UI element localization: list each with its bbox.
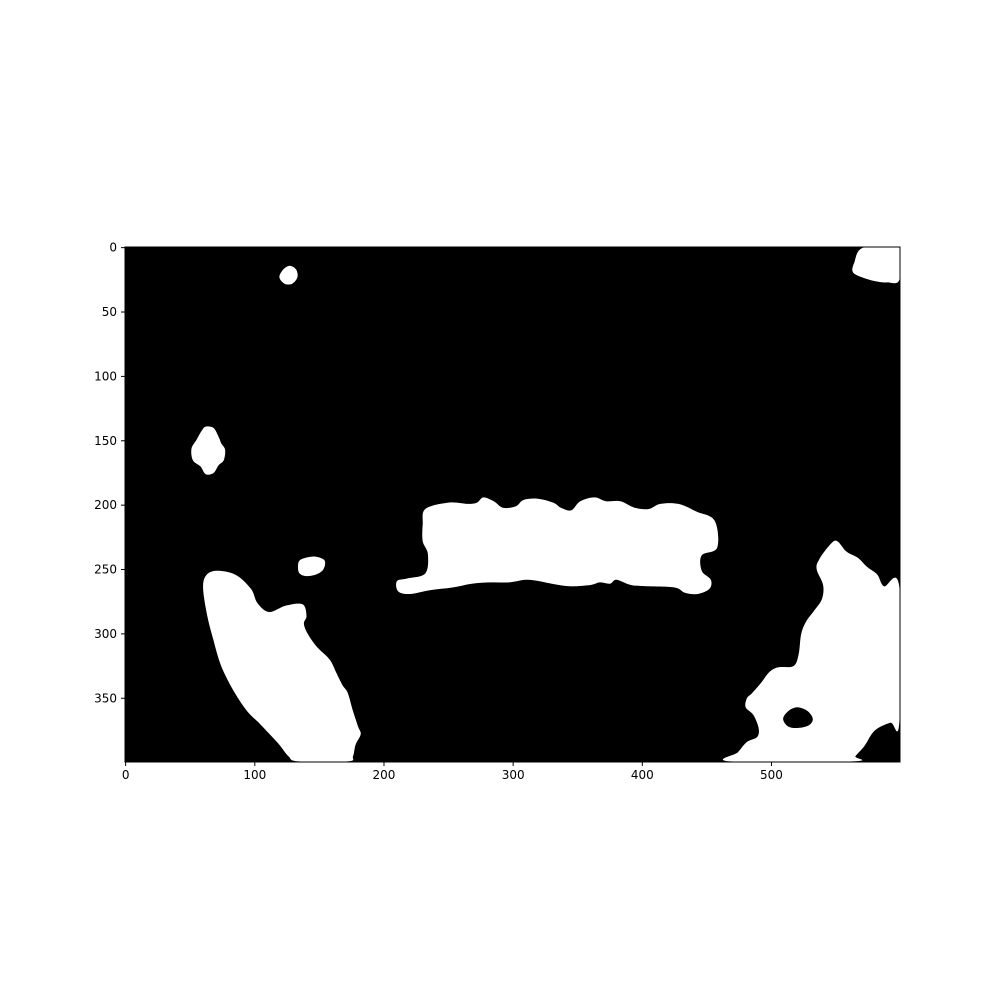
x-tick-label: 500: [760, 768, 783, 782]
x-tick-label: 400: [631, 768, 654, 782]
mask-region-bottom-right-blob: [722, 540, 900, 762]
x-tick-label: 100: [243, 768, 266, 782]
y-tick-label: 200: [94, 498, 117, 512]
mask-region-bottom-left-diagonal-blob: [203, 570, 361, 762]
x-tick-label: 0: [122, 768, 130, 782]
y-tick-label: 350: [94, 691, 117, 705]
mask-region-hole-in-bottom-right-blob: [783, 707, 813, 728]
mask-region-left-blob: [191, 426, 226, 475]
mask-region-top-right-corner-blob: [852, 247, 900, 284]
y-tick-label: 150: [94, 434, 117, 448]
mask-regions: [191, 247, 900, 762]
y-tick-label: 50: [102, 305, 117, 319]
plot-area: [124, 246, 901, 763]
y-tick-label: 0: [109, 241, 117, 255]
y-axis: 0 50 100 150 200 250 300 350: [94, 241, 125, 705]
x-tick-label: 200: [373, 768, 396, 782]
x-axis: 0 100 200 300 400 500: [122, 762, 783, 782]
mask-region-small-blob-middle: [297, 556, 326, 577]
mask-region-small-blob-top: [279, 265, 298, 285]
mask-region-central-band: [396, 497, 719, 595]
y-tick-label: 300: [94, 627, 117, 641]
y-tick-label: 100: [94, 369, 117, 383]
x-tick-label: 300: [502, 768, 525, 782]
axes-frame: [124, 246, 901, 763]
y-tick-label: 250: [94, 563, 117, 577]
